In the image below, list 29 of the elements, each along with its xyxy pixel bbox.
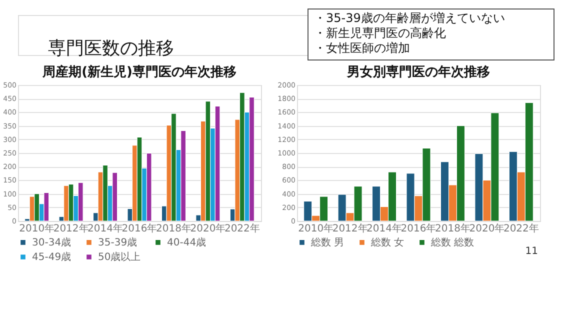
x-tick-label: 2018年 [156,222,192,234]
legend-label: 35-39歳 [98,236,138,248]
text: 11 [525,246,538,257]
legend-label: 40-44歳 [167,236,206,248]
x-tick-label: 2012年 [53,222,89,234]
legend-label: 総数 総数 [430,236,474,248]
legend-label: 総数 女 [370,236,404,248]
text: ・新生児専門医の高齢化 [314,26,446,40]
x-tick-label: 2016年 [122,222,158,234]
legend-label: 50歳以上 [98,251,141,263]
chart-title: 男女別専門医の年次推移 [346,64,490,80]
x-tick-label: 2020年 [469,222,505,234]
text: ・女性医師の増加 [314,41,410,55]
x-tick-label: 2018年 [435,222,470,234]
x-tick-label: 2014年 [366,222,402,234]
x-tick-label: 2014年 [88,222,123,234]
legend-label: 45-49歳 [32,251,72,263]
x-tick-label: 2010年 [298,222,334,234]
x-tick-label: 2020年 [190,222,226,234]
text: ・35-39歳の年齢層が増えていない [314,11,505,25]
x-tick-label: 2022年 [224,222,260,234]
x-tick-label: 2022年 [503,222,539,234]
chart-title: 周産期(新生児)専門医の年次推移 [42,64,236,80]
legend-label: 総数 男 [310,236,344,248]
x-tick-label: 2012年 [332,222,368,234]
x-tick-label: 2010年 [19,222,55,234]
legend-label: 30-34歳 [32,236,72,248]
x-tick-label: 2016年 [400,222,436,234]
text: 専門医数の推移 [48,38,174,59]
